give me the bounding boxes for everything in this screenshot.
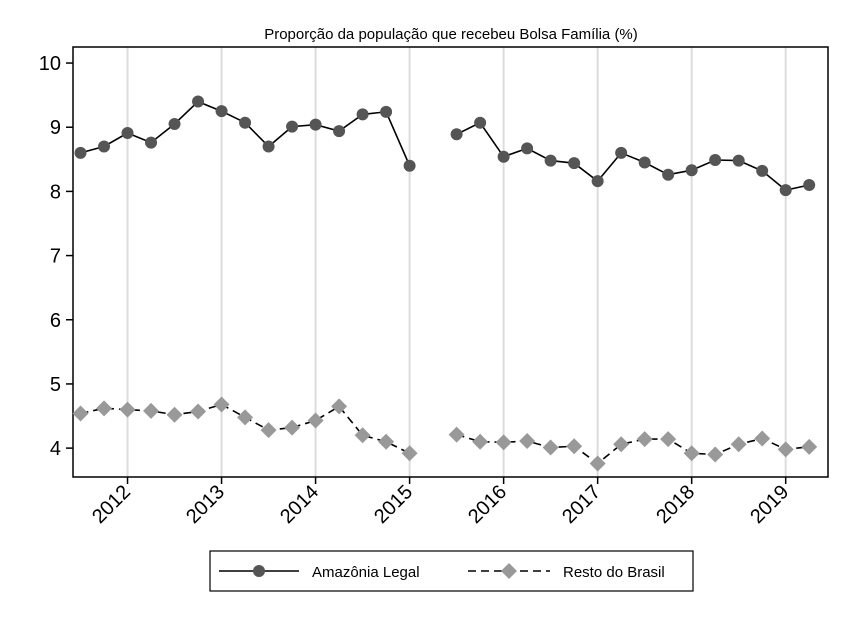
- y-tick-label: 6: [50, 310, 61, 332]
- data-point-circle: [380, 105, 393, 118]
- y-tick-label: 10: [39, 53, 61, 75]
- data-point-circle: [544, 154, 557, 167]
- data-point-circle: [74, 146, 87, 159]
- y-tick-label: 8: [50, 181, 61, 203]
- data-point-circle: [309, 118, 322, 131]
- data-point-circle: [403, 159, 416, 172]
- legend-label: Resto do Brasil: [563, 564, 665, 581]
- data-point-circle: [685, 164, 698, 177]
- chart-title: Proporção da população que recebeu Bolsa…: [264, 26, 638, 43]
- legend-marker: [253, 565, 265, 577]
- data-point-circle: [98, 140, 111, 153]
- data-point-circle: [638, 156, 651, 169]
- data-point-diamond: [801, 438, 818, 455]
- data-point-diamond: [119, 401, 136, 418]
- data-point-diamond: [660, 431, 677, 448]
- data-point-diamond: [589, 455, 606, 472]
- data-point-circle: [262, 140, 275, 153]
- data-point-diamond: [72, 405, 89, 422]
- data-point-circle: [709, 153, 722, 166]
- data-point-circle: [497, 150, 510, 163]
- legend-label: Amazônia Legal: [312, 564, 420, 581]
- data-point-diamond: [354, 427, 371, 444]
- data-point-circle: [121, 127, 134, 139]
- y-tick-label: 9: [50, 117, 61, 139]
- data-point-circle: [168, 118, 181, 131]
- legend-marker: [501, 563, 517, 579]
- data-point-diamond: [237, 409, 254, 426]
- data-point-diamond: [683, 445, 700, 462]
- series-group: [72, 95, 818, 472]
- data-point-diamond: [190, 403, 207, 420]
- data-point-diamond: [331, 398, 348, 415]
- data-point-circle: [215, 105, 228, 118]
- data-point-diamond: [143, 402, 160, 419]
- data-point-diamond: [448, 426, 465, 443]
- data-point-diamond: [707, 446, 724, 463]
- data-point-diamond: [260, 422, 277, 439]
- data-point-diamond: [542, 439, 559, 456]
- data-point-diamond: [754, 430, 771, 447]
- data-point-diamond: [519, 433, 536, 450]
- series-resto-do-brasil: [72, 396, 818, 472]
- data-point-circle: [192, 95, 205, 108]
- data-point-diamond: [730, 436, 747, 453]
- data-point-diamond: [284, 419, 301, 436]
- data-point-diamond: [495, 434, 512, 451]
- data-point-circle: [779, 184, 792, 197]
- data-point-circle: [286, 120, 299, 133]
- data-point-circle: [356, 108, 369, 121]
- series-line: [456, 121, 810, 191]
- y-tick-label: 7: [50, 246, 61, 268]
- data-point-diamond: [472, 433, 489, 450]
- data-point-diamond: [378, 433, 395, 450]
- data-point-diamond: [401, 445, 418, 462]
- data-point-circle: [732, 154, 745, 167]
- data-point-diamond: [566, 438, 583, 455]
- data-point-circle: [450, 128, 463, 141]
- legend: Amazônia Legal Resto do Brasil: [209, 550, 694, 592]
- data-point-diamond: [96, 400, 113, 417]
- data-point-circle: [803, 178, 816, 191]
- data-point-circle: [756, 164, 769, 177]
- data-point-diamond: [777, 441, 794, 458]
- data-point-circle: [145, 136, 158, 149]
- data-point-diamond: [166, 406, 183, 423]
- data-point-circle: [568, 157, 581, 170]
- plot-frame: [72, 46, 829, 478]
- data-point-circle: [521, 142, 534, 155]
- data-point-diamond: [636, 431, 653, 448]
- data-point-diamond: [307, 412, 324, 429]
- y-tick-label: 4: [50, 438, 61, 460]
- data-point-circle: [474, 116, 487, 129]
- data-point-circle: [591, 175, 604, 188]
- series-amaz-nia-legal: [74, 95, 816, 197]
- series-line: [456, 433, 810, 465]
- y-tick-label: 5: [50, 374, 61, 396]
- data-point-circle: [615, 146, 628, 159]
- data-point-diamond: [213, 396, 230, 413]
- data-point-circle: [333, 125, 346, 138]
- data-point-circle: [239, 116, 252, 129]
- data-point-circle: [662, 168, 675, 181]
- data-point-diamond: [613, 436, 630, 453]
